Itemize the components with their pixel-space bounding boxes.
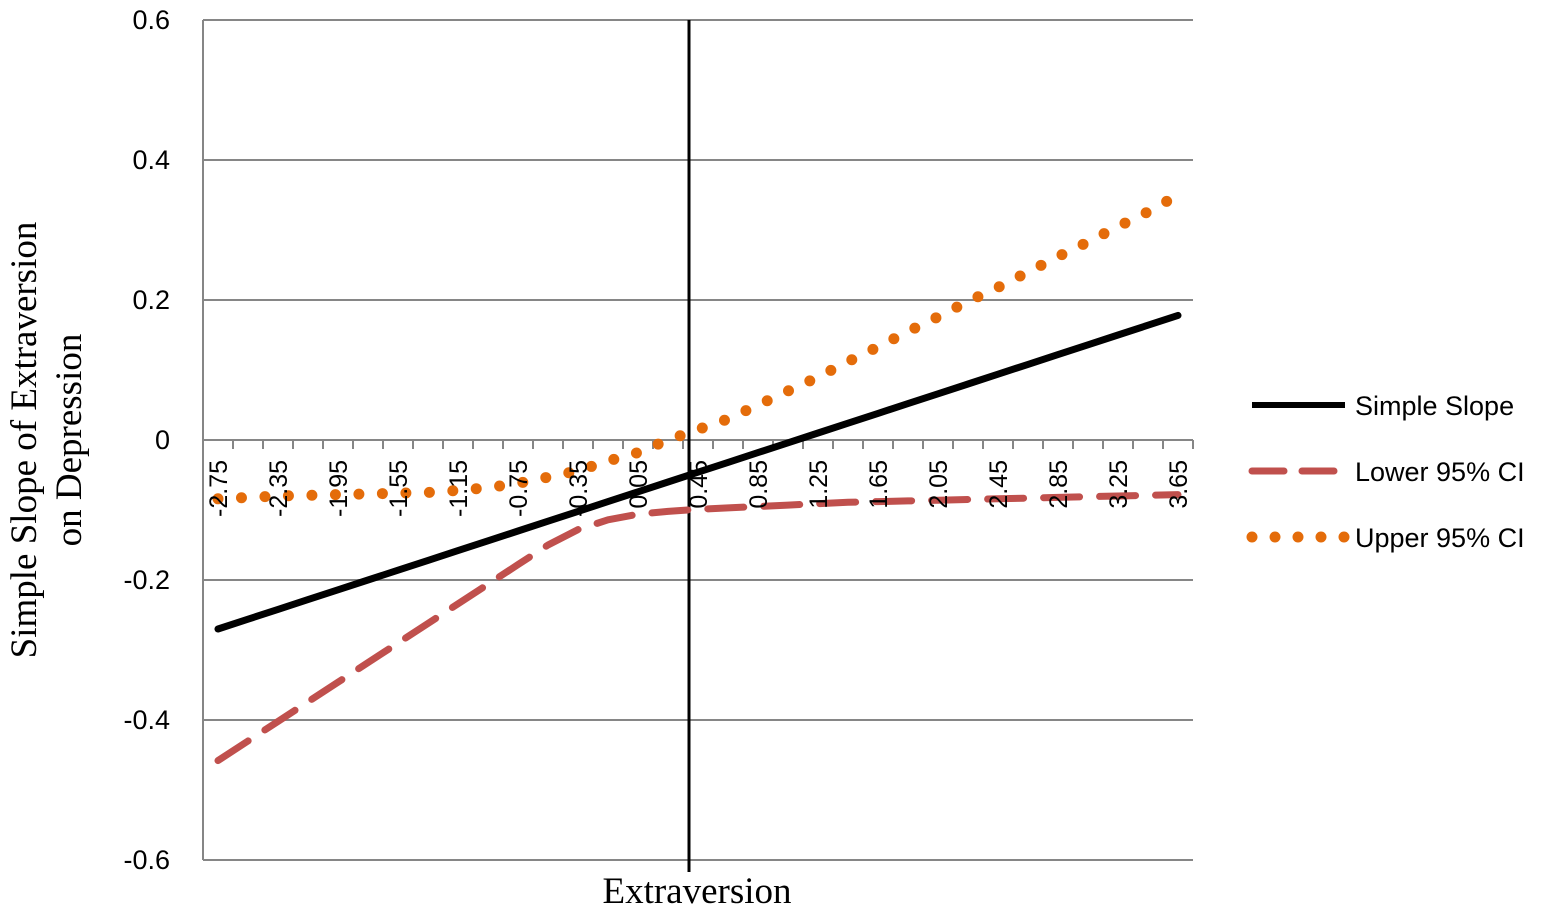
series-line-simple-slope: [214, 311, 1182, 633]
x-axis-title: Extraversion: [602, 871, 791, 912]
y-tick-labels: -0.6 -0.4 -0.2 0 0.2 0.4 0.6: [123, 5, 170, 875]
y-tick-label: 0.6: [132, 5, 170, 35]
y-tick-label: 0: [155, 425, 170, 455]
x-tick-label: 0.05: [625, 460, 653, 509]
legend-label-simple-slope: Simple Slope: [1355, 391, 1514, 421]
y-tick-label: -0.6: [123, 845, 170, 875]
y-tick-label: 0.2: [132, 285, 170, 315]
x-tick-label: -1.15: [445, 460, 473, 517]
legend-label-upper-ci: Upper 95% CI: [1355, 523, 1525, 553]
x-tick-label: -2.75: [205, 460, 233, 517]
x-tick-label: 2.45: [985, 460, 1013, 509]
legend-item-simple-slope: Simple Slope: [1252, 391, 1514, 421]
legend-label-lower-ci: Lower 95% CI: [1355, 457, 1525, 487]
series-line-upper-95-ci: [212, 189, 1184, 505]
y-tick-label: 0.4: [132, 145, 170, 175]
x-tick-label: 2.05: [925, 460, 953, 509]
y-axis-title-line-1: Simple Slope of Extraversion: [4, 222, 45, 659]
x-tick-label: 3.25: [1105, 460, 1133, 509]
x-tick-label: -1.95: [325, 460, 353, 517]
legend-item-lower-ci: Lower 95% CI: [1248, 457, 1525, 487]
x-tick-label: -2.35: [265, 460, 293, 517]
y-axis-title-line-2: on Depression: [49, 334, 90, 547]
legend-item-upper-ci: Upper 95% CI: [1246, 523, 1525, 553]
x-tick-label: -0.75: [505, 460, 533, 517]
series-line-lower-95-ci: [214, 491, 1182, 765]
x-tick-label: -1.55: [385, 460, 413, 517]
x-tick-label: 1.25: [805, 460, 833, 509]
x-tick-labels: -2.75 -2.35 -1.95 -1.55 -1.15 -0.75 -0.35 0.05 0…: [205, 460, 1193, 517]
axes: [202, 20, 1194, 872]
y-axis-title: Simple Slope of Extraversion on Depressi…: [4, 222, 90, 659]
legend: Simple Slope Lower 95% CI Upper 95% CI: [1246, 391, 1525, 553]
series-lines: [212, 189, 1184, 765]
gridlines: [203, 19, 1193, 861]
x-tick-label: 0.45: [685, 460, 713, 509]
y-tick-label: -0.4: [123, 705, 170, 735]
x-tick-label: 1.65: [865, 460, 893, 509]
x-tick-label: -0.35: [565, 460, 593, 517]
y-tick-label: -0.2: [123, 565, 170, 595]
x-tick-label: 2.85: [1045, 460, 1073, 509]
x-tick-label: 0.85: [745, 460, 773, 509]
x-tick-label: 3.65: [1165, 460, 1193, 509]
